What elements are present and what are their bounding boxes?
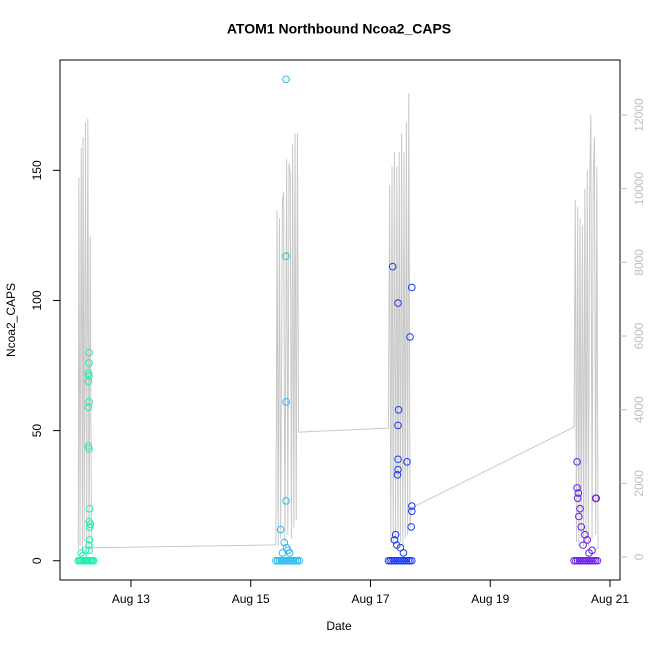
point	[278, 549, 287, 557]
point	[84, 403, 93, 411]
point	[85, 546, 93, 555]
y2-tick-label: 8000	[632, 249, 646, 276]
x-tick-label: Aug 19	[471, 592, 509, 606]
point	[388, 262, 397, 271]
point	[407, 507, 416, 516]
point	[394, 405, 403, 414]
chart-title: ATOM1 Northbound Ncoa2_CAPS	[227, 21, 451, 37]
point	[406, 333, 414, 341]
point	[407, 502, 416, 510]
x-tick-label: Aug 13	[112, 592, 150, 606]
point	[85, 523, 94, 531]
point	[394, 465, 402, 474]
point	[399, 549, 408, 557]
point	[393, 471, 402, 479]
y-tick-label: 0	[30, 557, 44, 564]
y2-tick-label: 0	[632, 553, 646, 560]
point	[407, 556, 416, 565]
point	[85, 398, 93, 406]
point	[85, 445, 93, 453]
point	[573, 484, 581, 492]
point	[282, 252, 290, 261]
x-tick-label: Aug 15	[232, 592, 270, 606]
point	[583, 536, 592, 544]
point	[295, 556, 304, 565]
point	[585, 549, 593, 557]
point	[407, 283, 416, 292]
y2-tick-label: 4000	[632, 396, 646, 423]
point	[394, 299, 402, 307]
point	[394, 421, 402, 430]
point	[90, 556, 98, 565]
point	[85, 504, 94, 513]
point	[285, 549, 294, 557]
point	[276, 525, 285, 534]
point	[579, 541, 587, 549]
y2-tick-label: 2000	[632, 470, 646, 497]
point	[394, 455, 402, 464]
point	[592, 494, 601, 503]
point	[282, 497, 290, 505]
point	[403, 458, 411, 466]
point	[407, 523, 415, 531]
point	[85, 348, 93, 357]
point	[573, 458, 581, 466]
point	[391, 530, 400, 539]
series-line	[77, 92, 599, 550]
point	[282, 398, 290, 406]
point	[85, 541, 93, 549]
point	[85, 359, 93, 367]
y-axis-label: Ncoa2_CAPS	[4, 283, 18, 357]
point	[85, 536, 94, 544]
x-axis-label: Date	[326, 619, 352, 633]
x-tick-label: Aug 21	[591, 592, 629, 606]
x-tick-label: Aug 17	[351, 592, 389, 606]
y-tick-label: 150	[30, 160, 44, 180]
point	[574, 489, 583, 497]
point	[576, 504, 584, 513]
point	[282, 75, 290, 84]
y2-tick-label: 10000	[632, 172, 646, 206]
point	[573, 494, 582, 503]
point	[81, 546, 90, 555]
y-tick-label: 50	[30, 424, 44, 438]
point	[85, 372, 93, 380]
y2-tick-label: 6000	[632, 322, 646, 349]
y-tick-label: 100	[30, 290, 44, 310]
point	[577, 523, 586, 531]
plot-frame	[59, 59, 621, 581]
point	[84, 377, 93, 385]
point	[593, 556, 602, 565]
point	[575, 512, 583, 521]
y2-tick-label: 12000	[632, 98, 646, 132]
